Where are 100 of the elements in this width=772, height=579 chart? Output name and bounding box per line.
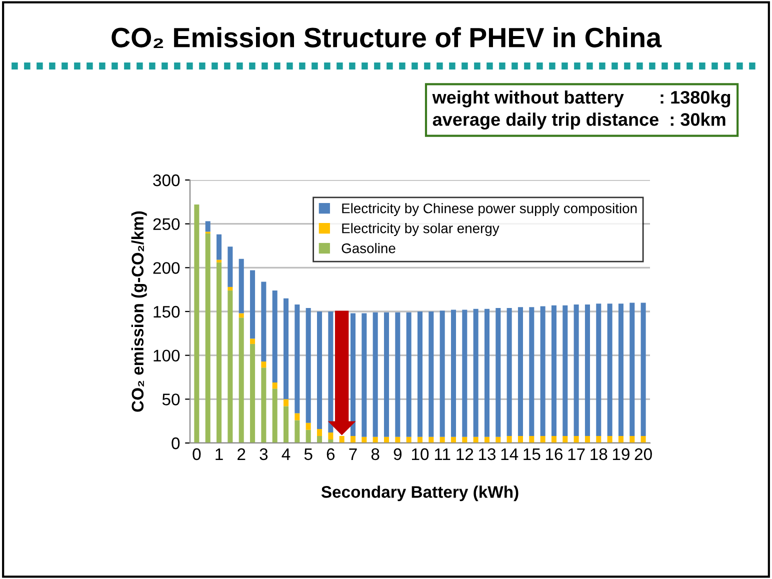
x-tick-label: 12 [456,448,474,460]
bar [540,306,546,436]
bar [216,262,222,443]
bar [473,308,478,437]
bar [428,312,434,437]
x-tick-label: 20 [634,448,652,460]
bar [228,290,233,443]
bar [272,382,278,389]
bar [618,304,624,436]
bar [272,388,278,443]
x-axis-title: Secondary Battery (kWh) [321,486,518,502]
text: weight without battery : 1380kg [432,90,730,108]
bar [596,436,602,443]
bar [339,436,344,443]
x-tick-label: 17 [568,448,585,460]
bar [562,305,568,436]
bar [216,260,222,262]
bar [294,420,300,443]
x-tick-label: 3 [260,448,268,460]
legend-label: Gasoline [342,243,396,254]
bar [574,436,579,443]
bar [506,308,512,436]
x-tick-label: 18 [590,448,608,460]
bar [328,312,334,432]
y-tick-label: 300 [153,174,180,186]
x-tick-label: 6 [326,448,335,460]
bar [630,302,635,436]
bar [284,406,289,443]
bar [350,313,356,436]
bar [306,430,311,443]
bar [607,304,612,436]
x-tick-label: 13 [478,448,496,460]
bar [306,308,311,423]
chart-title: CO₂ Emission Structure of PHEV in China [112,27,662,48]
y-tick-label: 50 [162,394,180,406]
x-tick-label: 14 [501,448,518,460]
bar [250,338,256,344]
text: average daily trip distance : 30km [432,112,726,130]
bar [194,204,200,443]
bar [238,318,244,443]
bar [640,436,646,443]
legend-label: Electricity by Chinese power supply composition [342,203,637,216]
y-tick-label: 150 [154,306,180,318]
x-tick-label: 10 [412,448,429,460]
bar [484,308,490,437]
bar [362,313,367,437]
bar [417,312,423,437]
x-tick-label: 11 [434,448,450,460]
bar [496,308,501,437]
bar [630,436,635,443]
bar [540,436,546,443]
bar [584,304,590,436]
bar [284,298,289,400]
bar [529,436,534,443]
x-tick-label: 2 [238,448,246,460]
bar [261,282,266,362]
bar [250,344,256,443]
bar [518,307,523,436]
bar [551,305,556,436]
bar [238,313,244,318]
x-tick-label: 9 [394,448,402,460]
bar [261,368,266,443]
x-tick-label: 4 [282,448,290,460]
bar [562,436,568,443]
bar [294,413,300,420]
bar [372,312,378,437]
bar [238,258,244,314]
bar [294,304,300,414]
bar [328,432,334,440]
bar [384,312,390,437]
y-tick-label: 100 [154,350,180,362]
bar [584,436,590,443]
bar [317,436,322,443]
bar [306,422,311,430]
bar [395,312,400,437]
y-tick-label: 0 [172,437,180,450]
bar [596,304,602,436]
bar [618,436,624,443]
bar [216,234,222,260]
bar [440,310,445,437]
bar [228,246,233,287]
x-tick-label: 15 [524,448,540,460]
bar [284,399,289,406]
bar [205,233,210,443]
bar [228,286,233,290]
bar [529,307,534,436]
bar [506,436,512,443]
bar [640,302,646,436]
bar [350,436,356,443]
bar [317,312,322,429]
x-tick-label: 1 [216,448,223,460]
bar [272,290,278,383]
y-tick-label: 200 [153,262,180,274]
x-tick-label: 5 [304,448,312,460]
bar [462,310,468,437]
x-tick-label: 16 [546,448,563,460]
bar [607,436,612,443]
legend-label: Electricity by solar energy [342,223,500,236]
x-tick-label: 8 [371,448,380,460]
bar [406,312,412,437]
